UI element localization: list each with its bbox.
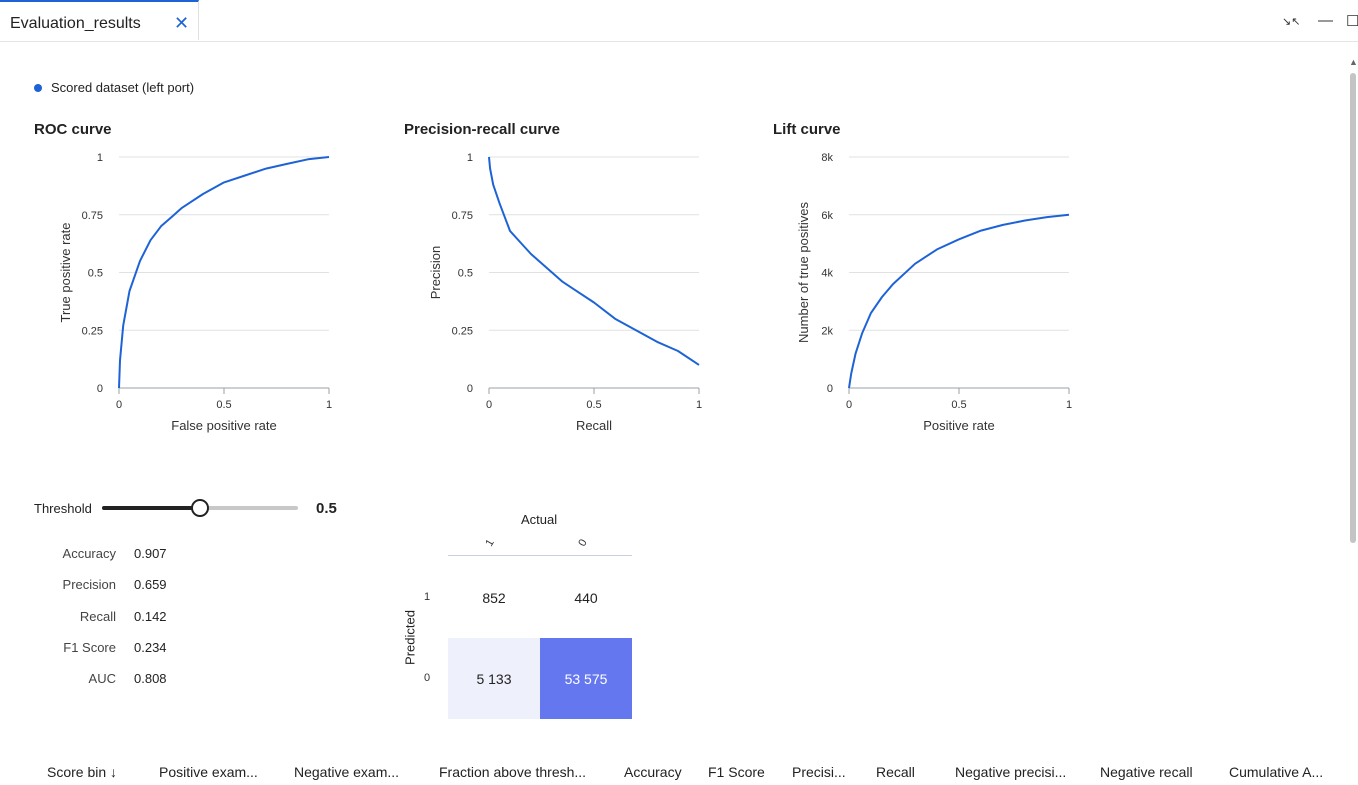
y-tick-label: 0.75 xyxy=(452,210,473,222)
close-icon[interactable]: ✕ xyxy=(174,13,190,33)
legend-label: Scored dataset (left port) xyxy=(51,80,195,95)
x-tick-label: 0.5 xyxy=(951,399,966,411)
legend-dot-icon xyxy=(34,83,42,92)
column-header-recall[interactable]: Recall xyxy=(876,764,915,780)
metric-name: Precision xyxy=(62,577,116,592)
y-tick-label: 0.5 xyxy=(88,268,103,280)
column-header-f1-score[interactable]: F1 Score xyxy=(708,764,765,780)
y-tick-label: 0.75 xyxy=(82,210,103,222)
cm-cell[interactable]: 852 xyxy=(448,557,540,638)
pr-chart-title: Precision-recall curve xyxy=(404,121,560,138)
column-header-score-bin[interactable]: Score bin ↓ xyxy=(47,764,118,780)
x-axis-label: False positive rate xyxy=(171,418,277,433)
column-header-accuracy[interactable]: Accuracy xyxy=(624,764,682,780)
roc-chart-title: ROC curve xyxy=(34,121,112,138)
metric-value: 0.234 xyxy=(134,640,167,655)
x-tick-label: 0 xyxy=(846,399,852,411)
metric-value: 0.808 xyxy=(134,671,167,686)
y-axis-label: Number of true positives xyxy=(796,202,811,343)
x-axis-label: Recall xyxy=(576,418,612,433)
column-header-precision[interactable]: Precisi... xyxy=(792,764,846,780)
column-header-cumulative-auc[interactable]: Cumulative A... xyxy=(1229,764,1324,780)
cm-cell[interactable]: 53 575 xyxy=(540,638,632,719)
slider-thumb[interactable] xyxy=(191,499,209,517)
y-tick-label: 0.5 xyxy=(458,268,473,280)
minimize-icon[interactable]: — xyxy=(1318,12,1333,29)
y-axis-label: Precision xyxy=(428,246,443,299)
x-tick-label: 1 xyxy=(1066,399,1072,411)
y-tick-label: 2k xyxy=(821,325,833,337)
column-header-positive-examples[interactable]: Positive exam... xyxy=(159,764,258,780)
x-tick-label: 1 xyxy=(326,399,332,411)
metric-name: Accuracy xyxy=(62,546,116,561)
y-tick-label: 0.25 xyxy=(452,325,473,337)
column-header-negative-recall[interactable]: Negative recall xyxy=(1100,764,1193,780)
metric-value: 0.907 xyxy=(134,546,167,561)
slider-fill xyxy=(102,506,200,510)
x-tick-label: 0 xyxy=(486,399,492,411)
cm-row-label: 1 xyxy=(424,591,431,603)
lift-chart-title: Lift curve xyxy=(773,121,841,138)
metric-name: Recall xyxy=(79,609,116,624)
cm-cell[interactable]: 440 xyxy=(540,557,632,638)
y-tick-label: 1 xyxy=(97,152,103,164)
threshold-slider[interactable] xyxy=(102,499,298,517)
metric-value: 0.659 xyxy=(134,577,167,592)
series-line xyxy=(488,156,700,366)
y-tick-label: 0 xyxy=(467,383,473,395)
x-tick-label: 0.5 xyxy=(216,399,231,411)
column-header-negative-examples[interactable]: Negative exam... xyxy=(294,764,400,780)
metric-name: F1 Score xyxy=(63,640,116,655)
y-tick-label: 4k xyxy=(821,268,833,280)
tab-evaluation-results[interactable]: Evaluation_results ✕ xyxy=(0,0,199,40)
scroll-thumb[interactable] xyxy=(1350,73,1356,543)
series-line xyxy=(118,156,330,389)
threshold-value: 0.5 xyxy=(316,500,337,517)
x-axis-label: Positive rate xyxy=(923,418,995,433)
cm-cell[interactable]: 5 133 xyxy=(448,638,540,719)
metric-name: AUC xyxy=(88,671,116,686)
x-tick-label: 0.5 xyxy=(586,399,601,411)
x-tick-label: 1 xyxy=(696,399,702,411)
x-tick-label: 0 xyxy=(116,399,122,411)
metric-value: 0.142 xyxy=(134,609,167,624)
vertical-scrollbar[interactable]: ▲ xyxy=(1348,55,1358,785)
y-tick-label: 1 xyxy=(467,152,473,164)
collapse-icon[interactable]: ↘↖ xyxy=(1282,16,1301,28)
y-tick-label: 0 xyxy=(827,383,833,395)
legend[interactable]: Scored dataset (left port) xyxy=(34,80,194,95)
y-tick-label: 0 xyxy=(97,383,103,395)
tab-bar: Evaluation_results ✕ ↘↖ — ☐ xyxy=(0,0,1358,42)
cm-header-divider xyxy=(448,555,632,556)
tab-label: Evaluation_results xyxy=(10,15,141,32)
scroll-up-icon[interactable]: ▲ xyxy=(1349,57,1358,67)
threshold-label: Threshold xyxy=(34,501,92,516)
y-tick-label: 0.25 xyxy=(82,325,103,337)
column-header-negative-precision[interactable]: Negative precisi... xyxy=(955,764,1067,780)
column-header-fraction-above-threshold[interactable]: Fraction above thresh... xyxy=(439,764,587,780)
cm-actual-label: Actual xyxy=(521,512,558,527)
y-axis-label: True positive rate xyxy=(58,223,73,323)
maximize-icon[interactable]: ☐ xyxy=(1346,13,1358,30)
y-tick-label: 6k xyxy=(821,210,833,222)
y-tick-label: 8k xyxy=(821,152,833,164)
cm-row-label: 0 xyxy=(424,672,431,684)
series-line xyxy=(848,213,1070,389)
cm-predicted-label: Predicted xyxy=(402,610,418,665)
